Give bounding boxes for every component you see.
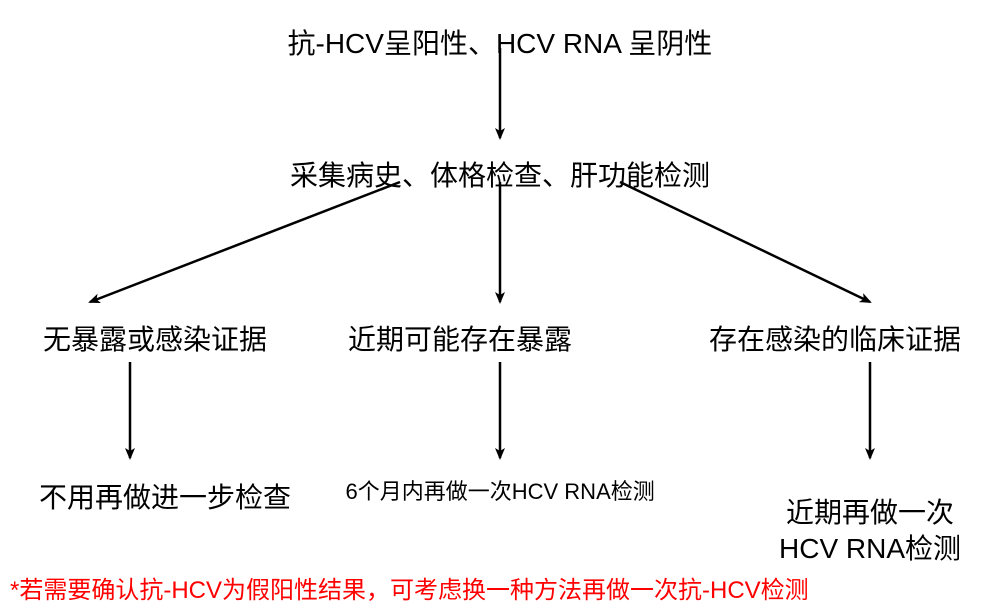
- node-recent-exposure: 近期可能存在暴露: [348, 322, 572, 358]
- node-clinical-evidence: 存在感染的临床证据: [709, 322, 961, 358]
- node-retest-soon: 近期再做一次HCV RNA检测: [779, 495, 961, 568]
- node-no-exposure: 无暴露或感染证据: [43, 322, 267, 358]
- edge-step2-to-b3: [620, 182, 870, 302]
- node-retest-6mo: 6个月内再做一次HCV RNA检测: [346, 478, 655, 507]
- flowchart-stage: 抗-HCV呈阳性、HCV RNA 呈阴性 采集病史、体格检查、肝功能检测 无暴露…: [0, 0, 1000, 610]
- edge-step2-to-b1: [90, 182, 400, 302]
- node-no-further-test: 不用再做进一步检查: [39, 480, 291, 516]
- node-root: 抗-HCV呈阳性、HCV RNA 呈阴性: [288, 26, 713, 62]
- footnote: *若需要确认抗-HCV为假阳性结果，可考虑换一种方法再做一次抗-HCV检测: [10, 570, 809, 605]
- node-assessment: 采集病史、体格检查、肝功能检测: [290, 158, 710, 194]
